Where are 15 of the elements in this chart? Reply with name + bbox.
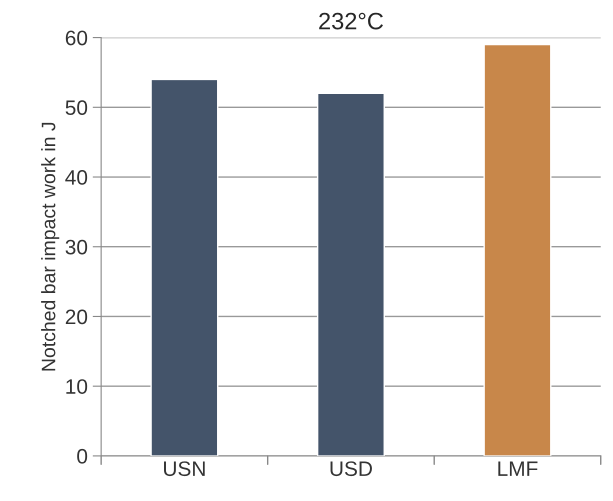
x-tick-label: USN	[164, 461, 205, 476]
x-tick-label: USD	[330, 461, 372, 476]
chart-title: 232°C	[319, 12, 383, 30]
y-tick-label: 0	[77, 448, 88, 464]
bar	[316, 92, 385, 456]
y-axis-title: Notched bar impact work in J	[41, 122, 60, 370]
bar	[483, 44, 552, 456]
y-tick-label: 40	[65, 170, 88, 185]
y-tick-label: 30	[66, 240, 88, 254]
bar	[150, 78, 218, 456]
y-tick-label: 60	[66, 30, 88, 46]
y-tick-label: 20	[66, 309, 88, 324]
x-tick-label: LMF	[498, 462, 538, 476]
y-tick-label: 10	[66, 379, 88, 394]
y-tick-label: 50	[66, 100, 88, 116]
